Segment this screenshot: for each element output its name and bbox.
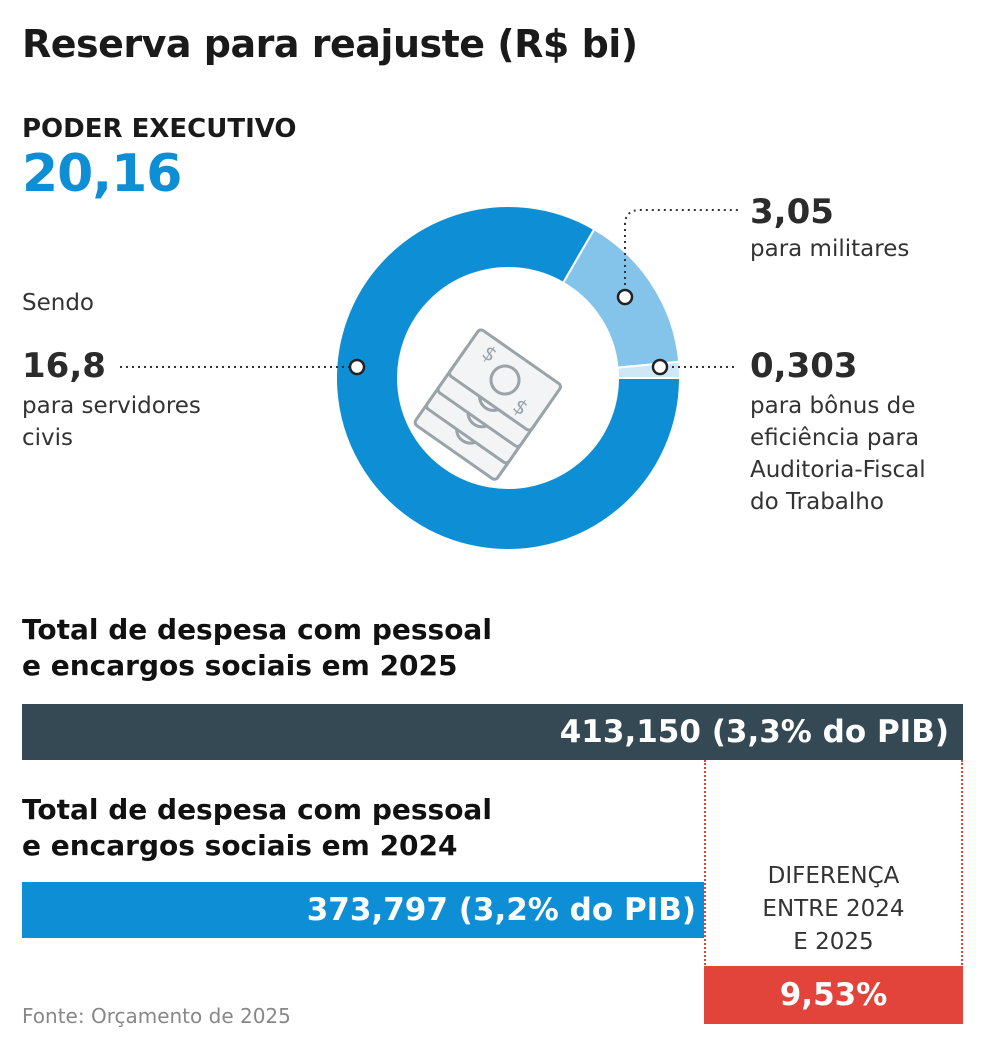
label-bonus-line4: do Trabalho [750, 489, 884, 515]
banknote-1: $ $ [448, 328, 562, 432]
section-title-2024: Total de despesa com pessoal e encargos … [22, 792, 492, 864]
section-title-2024-line1: Total de despesa com pessoal [22, 793, 492, 826]
donut-chart: $ $ [120, 205, 738, 551]
bar-2024: 373,797 (3,2% do PIB) [22, 882, 704, 938]
section-title-2025-line2: e encargos sociais em 2025 [22, 649, 458, 682]
leader-militares [624, 209, 738, 297]
difference-label-line2: ENTRE 2024 [762, 896, 905, 922]
section-title-2025: Total de despesa com pessoal e encargos … [22, 612, 492, 684]
difference-label: DIFERENÇA ENTRE 2024 E 2025 [704, 860, 963, 959]
sendo-label: Sendo [22, 290, 94, 316]
difference-label-line3: E 2025 [793, 929, 874, 955]
label-bonus-text: para bônus de eficiência para Auditoria-… [750, 390, 926, 518]
bar-2024-label: 373,797 (3,2% do PIB) [306, 892, 696, 928]
section-title-2025-line1: Total de despesa com pessoal [22, 613, 492, 646]
executive-label: PODER EXECUTIVO [22, 114, 297, 144]
label-bonus-value: 0,303 [750, 346, 858, 386]
label-militares-text: para militares [750, 236, 910, 262]
money-icon: $ $ [413, 328, 562, 481]
page-title: Reserva para reajuste (R$ bi) [22, 22, 638, 66]
label-civis-text: para servidores civis [22, 390, 201, 454]
label-bonus-line2: eficiência para [750, 425, 920, 451]
difference-value: 9,53% [704, 966, 963, 1024]
label-civis-line1: para servidores [22, 393, 201, 419]
label-civis-line2: civis [22, 425, 74, 451]
executive-total: 20,16 [22, 144, 182, 204]
label-civis-value: 16,8 [22, 346, 106, 386]
source-note: Fonte: Orçamento de 2025 [22, 1004, 291, 1028]
marker-militares [616, 288, 634, 306]
bar-2025: 413,150 (3,3% do PIB) [22, 704, 963, 760]
marker-bonus [651, 358, 669, 376]
bar-2025-label: 413,150 (3,3% do PIB) [559, 714, 949, 750]
difference-label-line1: DIFERENÇA [767, 863, 900, 889]
label-bonus-line1: para bônus de [750, 393, 916, 419]
label-militares-value: 3,05 [750, 192, 834, 232]
label-bonus-line3: Auditoria-Fiscal [750, 457, 926, 483]
marker-civis [348, 358, 366, 376]
section-title-2024-line2: e encargos sociais em 2024 [22, 829, 458, 862]
